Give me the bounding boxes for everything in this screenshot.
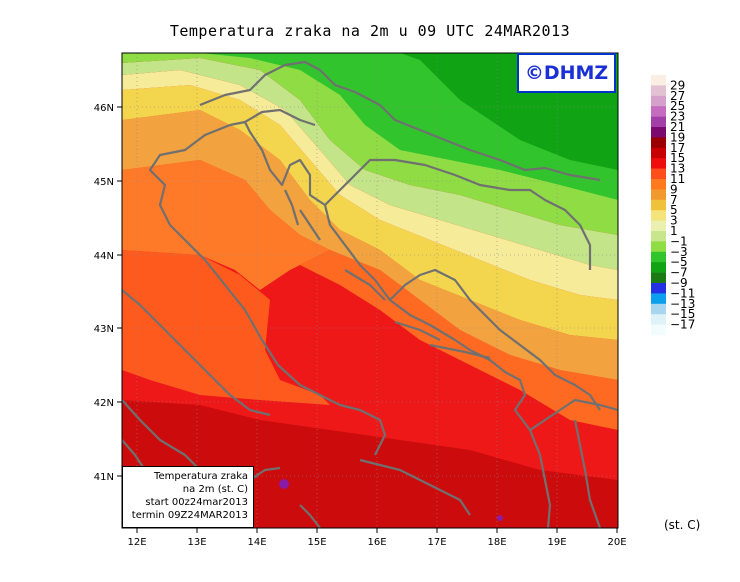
colorbar-label: 19	[670, 130, 685, 144]
colorbar-swatch	[651, 231, 666, 242]
colorbar-swatch	[651, 251, 666, 263]
colorbar-label: −5	[670, 255, 688, 269]
lat-tick-43n: 43N	[94, 324, 114, 335]
info-line-1: Temperatura zraka	[154, 471, 248, 482]
info-line-3: start 00z24mar2013	[145, 497, 248, 508]
lat-tick-44n: 44N	[94, 251, 114, 262]
lon-tick-13e: 13E	[187, 537, 206, 548]
lon-tick-12e: 12E	[127, 537, 146, 548]
colorbar-label: −3	[670, 245, 688, 259]
lon-tick-17e: 17E	[427, 537, 446, 548]
colorbar-label: 5	[670, 203, 678, 217]
colorbar-swatch	[651, 283, 666, 294]
map-title: Temperatura zraka na 2m u 09 UTC 24MAR20…	[169, 22, 571, 40]
lat-tick-labels: 46N 45N 44N 43N 42N 41N	[94, 103, 114, 483]
colorbar-swatch	[651, 106, 666, 117]
dhmz-logo: ©DHMZ	[517, 53, 616, 93]
colorbar-label: 23	[670, 110, 685, 124]
coastlines-borders	[122, 60, 618, 528]
plot-frame	[121, 52, 619, 529]
colorbar-swatch	[651, 303, 666, 315]
colorbar-label: −17	[670, 318, 695, 332]
colorbar-label: −13	[670, 297, 695, 311]
colorbar: 2927252321191715131197531−1−3−5−7−9−11−1…	[651, 75, 695, 336]
axis-ticks	[117, 106, 618, 533]
colorbar-label: 11	[670, 172, 685, 186]
colorbar-swatch	[651, 220, 666, 232]
colorbar-unit: (st. C)	[664, 518, 700, 532]
colorbar-swatch	[651, 210, 666, 221]
lon-tick-19e: 19E	[547, 537, 566, 548]
colorbar-swatch	[651, 137, 666, 149]
colorbar-swatch	[651, 95, 666, 107]
colorbar-label: 1	[670, 224, 678, 238]
lat-tick-41n: 41N	[94, 472, 114, 483]
colorbar-swatch	[651, 168, 666, 180]
colorbar-swatch	[651, 241, 666, 253]
grid-lines	[122, 53, 618, 528]
colorbar-swatch	[651, 116, 666, 128]
colorbar-swatch	[651, 75, 666, 86]
colorbar-label: −15	[670, 307, 695, 321]
colorbar-label: −11	[670, 286, 695, 300]
colorbar-swatch	[651, 324, 666, 336]
lon-tick-labels: 12E 13E 14E 15E 16E 17E 18E 19E 20E	[127, 537, 626, 548]
colorbar-swatch	[651, 293, 666, 305]
colorbar-swatch	[651, 262, 666, 273]
lon-tick-20e: 20E	[607, 537, 626, 548]
colorbar-label: −1	[670, 234, 688, 248]
colorbar-swatch	[651, 199, 666, 211]
colorbar-label: 27	[670, 89, 685, 103]
colorbar-label: −9	[670, 276, 688, 290]
colorbar-label: −7	[670, 266, 688, 280]
colorbar-label: 15	[670, 151, 685, 165]
lat-tick-46n: 46N	[94, 103, 114, 114]
colorbar-swatch	[651, 189, 666, 201]
colorbar-label: 17	[670, 141, 685, 155]
colorbar-swatch	[651, 85, 666, 97]
info-line-4: termin 09Z24MAR2013	[131, 510, 248, 521]
colorbar-swatch	[651, 158, 666, 169]
colorbar-label: 29	[670, 78, 685, 92]
colorbar-label: 9	[670, 182, 678, 196]
colorbar-label: 25	[670, 99, 685, 113]
lon-tick-15e: 15E	[307, 537, 326, 548]
lat-tick-42n: 42N	[94, 398, 114, 409]
info-box: Temperatura zraka na 2m (st. C) start 00…	[122, 466, 254, 528]
colorbar-swatch	[651, 147, 666, 159]
info-line-2: na 2m (st. C)	[182, 484, 248, 495]
colorbar-swatch	[651, 272, 666, 284]
lat-tick-45n: 45N	[94, 177, 114, 188]
colorbar-label: 21	[670, 120, 685, 134]
lon-tick-14e: 14E	[247, 537, 266, 548]
colorbar-swatch	[651, 314, 666, 325]
temperature-field	[122, 53, 618, 528]
colorbar-label: 7	[670, 193, 678, 207]
colorbar-label: 13	[670, 162, 685, 176]
colorbar-swatch	[651, 179, 666, 190]
lon-tick-16e: 16E	[367, 537, 386, 548]
colorbar-swatch	[651, 127, 666, 138]
lon-tick-18e: 18E	[487, 537, 506, 548]
colorbar-label: 3	[670, 214, 678, 228]
